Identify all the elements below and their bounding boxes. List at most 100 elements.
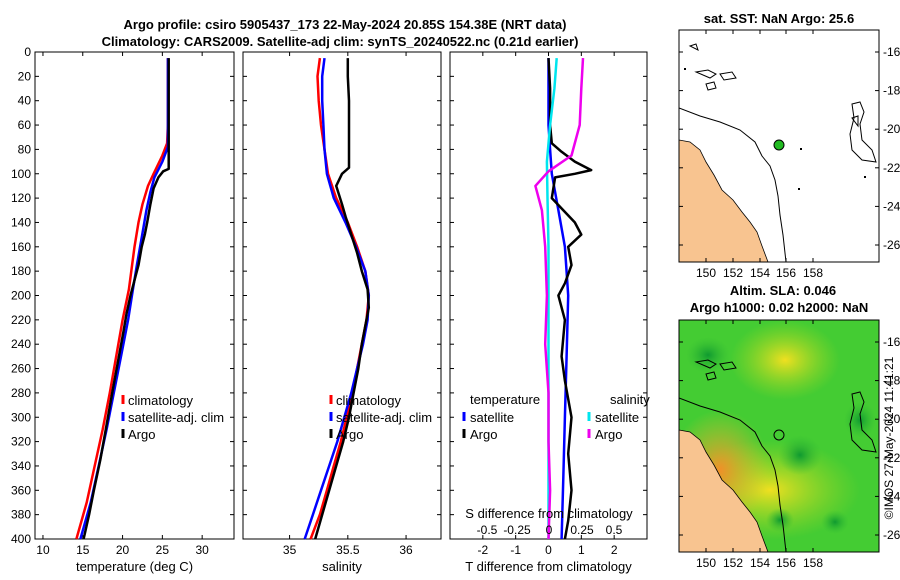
x-tick-label: 30 bbox=[195, 543, 209, 557]
x-axis-label: temperature (deg C) bbox=[76, 559, 193, 574]
series-line-salinity-argo bbox=[534, 58, 585, 540]
y-tick-label: 140 bbox=[11, 215, 31, 229]
axis-frame bbox=[34, 51, 235, 540]
sla-map-green-eddy bbox=[778, 435, 822, 475]
y-tick-label: 0 bbox=[24, 45, 31, 59]
map-lat-label: -26 bbox=[883, 528, 900, 542]
x-axis-label: T difference from climatology bbox=[465, 559, 632, 574]
series-line-temperature-argo bbox=[547, 58, 593, 540]
salinity-panel: 35 35.5 36 salinity climatology satellite-adj… bbox=[242, 51, 442, 574]
series-line-temperature-satellite bbox=[547, 58, 570, 540]
legend-title-temperature: temperature bbox=[470, 392, 540, 407]
map-lat-label: -26 bbox=[883, 238, 900, 252]
y-tick-label: 60 bbox=[18, 118, 32, 132]
legend-label: satellite-adj. clim bbox=[128, 410, 224, 425]
sst-map-shelf-contour bbox=[679, 107, 787, 262]
y-tick-label: 320 bbox=[11, 435, 31, 449]
sla-map-green-eddy bbox=[766, 508, 794, 532]
y-tick-label: 400 bbox=[11, 532, 31, 546]
y-tick-label: 360 bbox=[11, 483, 31, 497]
sst-map-islet bbox=[864, 176, 866, 178]
map-lat-label: -16 bbox=[883, 335, 900, 349]
sla-map-island bbox=[694, 359, 717, 369]
y-tick-label: 20 bbox=[18, 69, 32, 83]
sla-profile-marker bbox=[773, 429, 785, 441]
sst-map-islet bbox=[798, 188, 800, 190]
y-tick-label: 80 bbox=[18, 142, 32, 156]
x-tick-label: -1 bbox=[510, 543, 521, 557]
top-axis-label: S difference from climatology bbox=[465, 506, 633, 521]
x-tick-label: -2 bbox=[477, 543, 488, 557]
sla-map-reef-contour bbox=[849, 391, 877, 453]
map-lon-label: 158 bbox=[803, 266, 823, 280]
y-tick-label: 260 bbox=[11, 362, 31, 376]
sst-map-islet bbox=[800, 148, 802, 150]
sla-map-green-eddy bbox=[844, 402, 876, 438]
map-lon-label: 150 bbox=[696, 556, 716, 570]
legend-label: climatology bbox=[336, 393, 402, 408]
legend-label: Argo bbox=[595, 427, 622, 442]
map-lon-label: 156 bbox=[776, 266, 796, 280]
legend-label: Argo bbox=[470, 427, 497, 442]
x-tick-label: 0 bbox=[545, 543, 552, 557]
map-lat-label: -22 bbox=[883, 161, 900, 175]
sst-map-land bbox=[679, 139, 769, 262]
map-lat-label: -20 bbox=[883, 412, 900, 426]
x-tick-label: 15 bbox=[76, 543, 90, 557]
sst-profile-marker bbox=[773, 139, 785, 151]
temperature-panel: 0 20 40 60 80 100 120 140 160 180 200 220 240 260 280 3… bbox=[11, 45, 235, 574]
sst-map-island bbox=[705, 81, 717, 91]
top-axis-tick-label: 0 bbox=[546, 523, 553, 537]
y-tick-label: 180 bbox=[11, 264, 31, 278]
x-tick-label: 36 bbox=[399, 543, 413, 557]
sla-map-title-1: Altim. SLA: 0.046 bbox=[730, 283, 836, 298]
y-tick-label: 380 bbox=[11, 508, 31, 522]
top-axis-tick-label: -0.5 bbox=[477, 523, 498, 537]
sst-map-reef-contour bbox=[849, 101, 877, 163]
sla-map-shelf-contour bbox=[679, 397, 787, 552]
y-tick-label: 120 bbox=[11, 191, 31, 205]
sla-map: 150 152 154 156 158 -16 -18 -20 -22 -24 -26 bbox=[678, 319, 900, 570]
x-tick-label: 25 bbox=[156, 543, 170, 557]
map-lat-label: -16 bbox=[883, 45, 900, 59]
map-lat-label: -24 bbox=[883, 199, 900, 213]
series-line-argo bbox=[313, 58, 371, 540]
y-tick-label: 280 bbox=[11, 386, 31, 400]
x-tick-label: 1 bbox=[578, 543, 585, 557]
x-tick-label: 35 bbox=[283, 543, 297, 557]
y-tick-label: 100 bbox=[11, 167, 31, 181]
legend-label: satellite bbox=[470, 410, 514, 425]
map-lon-label: 154 bbox=[750, 556, 770, 570]
y-tick-label: 240 bbox=[11, 337, 31, 351]
legend-title-salinity: salinity bbox=[610, 392, 650, 407]
top-axis-tick-label: -0.25 bbox=[503, 523, 531, 537]
sla-map-title-2: Argo h1000: 0.02 h2000: NaN bbox=[690, 300, 868, 315]
y-tick-label: 40 bbox=[18, 94, 32, 108]
sst-map-frame bbox=[678, 29, 880, 263]
map-lon-label: 152 bbox=[723, 556, 743, 570]
difference-panel: -2 -1 0 1 2 T difference from climatology temp… bbox=[449, 51, 650, 574]
map-lat-label: -22 bbox=[883, 451, 900, 465]
axis-frame bbox=[242, 51, 442, 540]
sst-map-island bbox=[851, 115, 859, 128]
series-line-argo bbox=[82, 58, 170, 540]
sst-map: 150 152 154 156 158 -16 -18 -20 -22 -24 -26 bbox=[678, 29, 900, 280]
x-tick-label: 10 bbox=[36, 543, 50, 557]
x-tick-label: 2 bbox=[611, 543, 618, 557]
map-lon-label: 150 bbox=[696, 266, 716, 280]
title-line-2: Climatology: CARS2009. Satellite-adj cli… bbox=[102, 34, 579, 49]
map-lon-label: 158 bbox=[803, 556, 823, 570]
map-lat-label: -24 bbox=[883, 489, 900, 503]
y-tick-label: 200 bbox=[11, 289, 31, 303]
y-tick-label: 160 bbox=[11, 240, 31, 254]
sla-map-yellow-blob bbox=[730, 320, 840, 400]
legend-label: Argo bbox=[128, 427, 155, 442]
legend-label: satellite-adj. clim bbox=[336, 410, 432, 425]
sla-map-island bbox=[719, 361, 737, 371]
map-lat-label: -18 bbox=[883, 374, 900, 388]
sla-map-frame bbox=[678, 319, 880, 553]
map-lon-label: 154 bbox=[750, 266, 770, 280]
top-axis-tick-label: 0.25 bbox=[570, 523, 594, 537]
map-lon-label: 156 bbox=[776, 556, 796, 570]
